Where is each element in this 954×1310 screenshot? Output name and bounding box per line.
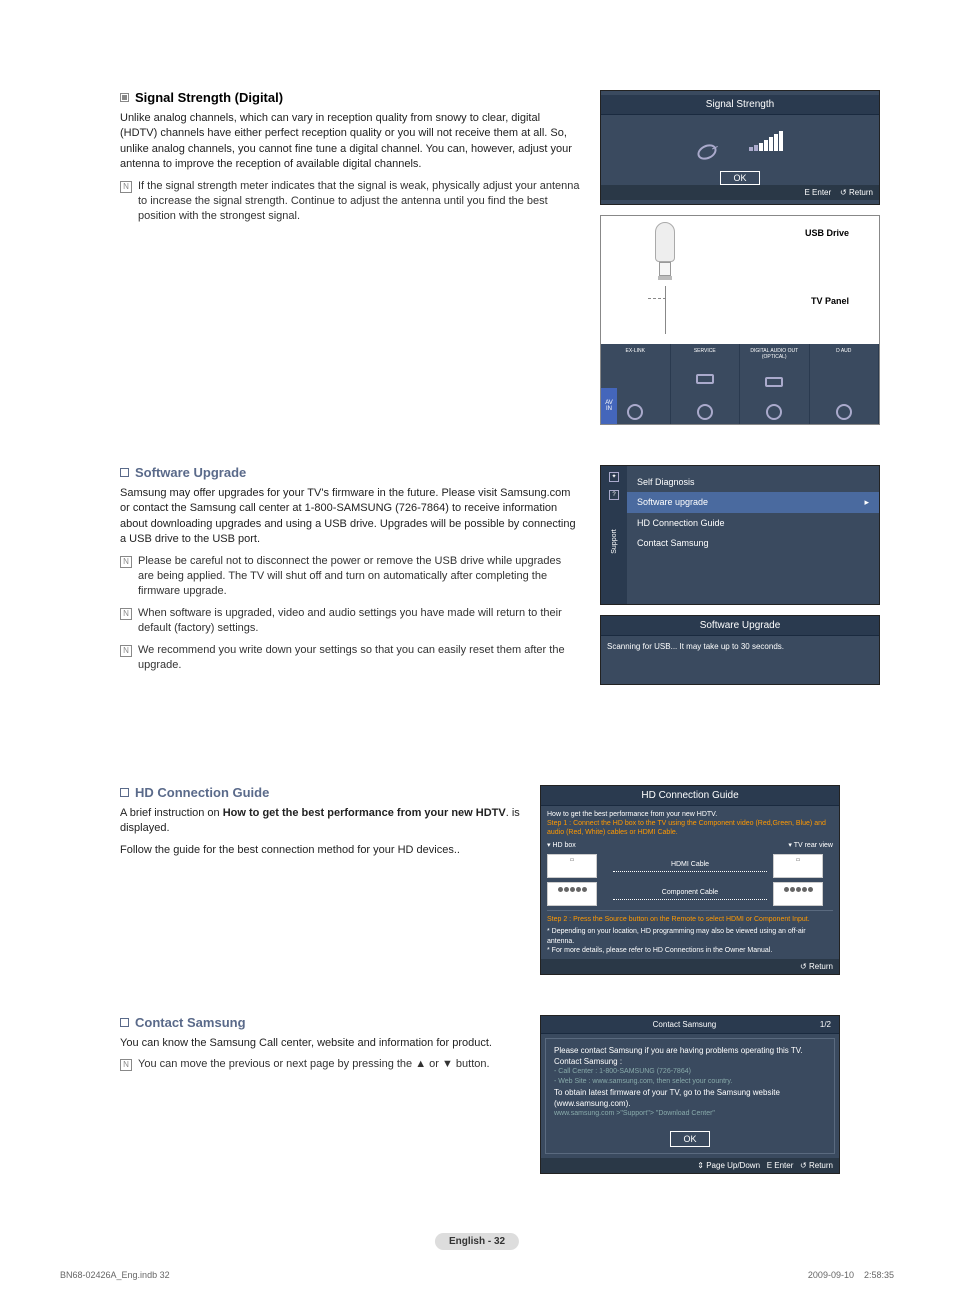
enter-hint: E Enter	[767, 1161, 794, 1170]
heading-text: HD Connection Guide	[135, 785, 269, 800]
contact-samsung-heading: Contact Samsung	[120, 1015, 520, 1030]
note-text: We recommend you write down your setting…	[138, 643, 580, 674]
tv-panel-ports: EX-LINK SERVICE DIGITAL AUDIO OUT (OPTIC…	[601, 344, 879, 424]
usb-drive-icon	[651, 222, 679, 282]
hd-note2: * For more details, please refer to HD C…	[547, 946, 833, 955]
open-bullet-icon	[120, 1018, 129, 1027]
component-in-icon	[773, 882, 823, 906]
scanning-text: Scanning for USB... It may take up to 30…	[601, 636, 879, 658]
avin-label: AV IN	[601, 388, 617, 424]
page-indicator: 1/2	[820, 1020, 831, 1029]
menu-item-hd-guide[interactable]: HD Connection Guide	[627, 513, 879, 533]
help-icon: ?	[609, 490, 619, 500]
hd-step2: Step 2 : Press the Source button on the …	[547, 915, 833, 924]
usb-connection-diagram: USB Drive TV Panel EX-LINK SERVICE DIGIT…	[600, 215, 880, 425]
hdmi-cable-label: HDMI Cable	[613, 860, 767, 872]
menu-category: Support	[611, 529, 618, 554]
hdbox-icon: ▭	[547, 854, 597, 878]
note-icon: N	[120, 1059, 132, 1071]
hd-guide-para1: A brief instruction on How to get the be…	[120, 806, 520, 837]
component-cable-label: Component Cable	[613, 888, 767, 900]
contact-line: Please contact Samsung if you are having…	[554, 1045, 826, 1056]
hd-intro: How to get the best performance from you…	[547, 810, 833, 819]
return-hint: ↺ Return	[840, 188, 873, 197]
hd-note1: * Depending on your location, HD program…	[547, 927, 833, 945]
software-upgrade-heading: Software Upgrade	[120, 465, 580, 480]
software-upgrade-para: Samsung may offer upgrades for your TV's…	[120, 486, 580, 548]
note-item: N When software is upgraded, video and au…	[120, 606, 580, 637]
hd-guide-para2: Follow the guide for the best connection…	[120, 843, 520, 858]
open-bullet-icon	[120, 788, 129, 797]
signal-bars-icon	[749, 131, 783, 151]
note-text: If the signal strength meter indicates t…	[138, 179, 580, 225]
tvview-label: ▾ TV rear view	[788, 841, 833, 850]
note-icon: N	[120, 556, 132, 568]
chevron-right-icon: ▸	[864, 497, 869, 508]
hd-guide-osd: HD Connection Guide How to get the best …	[540, 785, 840, 975]
osd-title: Contact Samsung	[653, 1020, 717, 1029]
tv-rear-icon: ▭	[773, 854, 823, 878]
ok-button[interactable]: OK	[670, 1131, 709, 1148]
tv-panel-label: TV Panel	[811, 296, 849, 306]
note-icon: N	[120, 181, 132, 193]
menu-item-contact[interactable]: Contact Samsung	[627, 533, 879, 553]
return-hint: ↺ Return	[541, 959, 839, 974]
note-icon: N	[120, 645, 132, 657]
hdbox-label: ▾ HD box	[547, 841, 576, 850]
contact-line: To obtain latest firmware of your TV, go…	[554, 1087, 826, 1109]
footer-timestamp: 2009-09-10 2:58:35	[808, 1270, 894, 1280]
usb-drive-label: USB Drive	[805, 228, 849, 238]
heading-text: Signal Strength (Digital)	[135, 90, 283, 105]
heading-text: Software Upgrade	[135, 465, 246, 480]
note-item: N We recommend you write down your settin…	[120, 643, 580, 674]
page-number: English - 32	[435, 1233, 519, 1250]
menu-item-self-diagnosis[interactable]: Self Diagnosis	[627, 472, 879, 492]
signal-strength-osd: Signal Strength OK E Enter ↺ Return	[600, 90, 880, 205]
contact-para1: You can know the Samsung Call center, we…	[120, 1036, 520, 1051]
contact-line-dim: www.samsung.com >"Support"> "Download Ce…	[554, 1109, 826, 1119]
open-bullet-icon	[120, 468, 129, 477]
hd-guide-heading: HD Connection Guide	[120, 785, 520, 800]
component-out-icon	[547, 882, 597, 906]
note-text: When software is upgraded, video and aud…	[138, 606, 580, 637]
note-item: N Please be careful not to disconnect the…	[120, 554, 580, 600]
osd-title: Software Upgrade	[601, 616, 879, 636]
hd-step1: Step 1 : Connect the HD box to the TV us…	[547, 819, 833, 837]
note-icon: N	[120, 608, 132, 620]
square-bullet-icon	[120, 93, 129, 102]
contact-line-dim: - Call Center : 1-800-SAMSUNG (726-7864)	[554, 1067, 826, 1077]
scanning-osd: Software Upgrade Scanning for USB... It …	[600, 615, 880, 685]
note-text: You can move the previous or next page b…	[138, 1057, 490, 1072]
wrench-icon: ✦	[609, 472, 619, 482]
dish-icon	[695, 141, 719, 162]
return-hint: ↺ Return	[800, 1161, 833, 1170]
pageupdown-hint: ⇕ Page Up/Down	[697, 1161, 760, 1170]
note-text: Please be careful not to disconnect the …	[138, 554, 580, 600]
signal-strength-para: Unlike analog channels, which can vary i…	[120, 111, 580, 173]
heading-text: Contact Samsung	[135, 1015, 246, 1030]
osd-title: Signal Strength	[601, 95, 879, 115]
contact-line: Contact Samsung :	[554, 1056, 826, 1067]
note-item: N You can move the previous or next page …	[120, 1057, 520, 1072]
ok-button[interactable]: OK	[720, 171, 759, 185]
contact-samsung-osd: Contact Samsung 1/2 Please contact Samsu…	[540, 1015, 840, 1175]
enter-hint: E Enter	[804, 188, 831, 197]
support-menu-osd: ✦ ? Support Self Diagnosis Software upgr…	[600, 465, 880, 605]
osd-title: HD Connection Guide	[541, 786, 839, 806]
contact-line-dim: - Web Site : www.samsung.com, then selec…	[554, 1077, 826, 1087]
note-item: N If the signal strength meter indicates…	[120, 179, 580, 225]
signal-strength-heading: Signal Strength (Digital)	[120, 90, 580, 105]
menu-item-software-upgrade[interactable]: Software upgrade▸	[627, 492, 879, 513]
footer-file: BN68-02426A_Eng.indb 32	[60, 1270, 170, 1280]
